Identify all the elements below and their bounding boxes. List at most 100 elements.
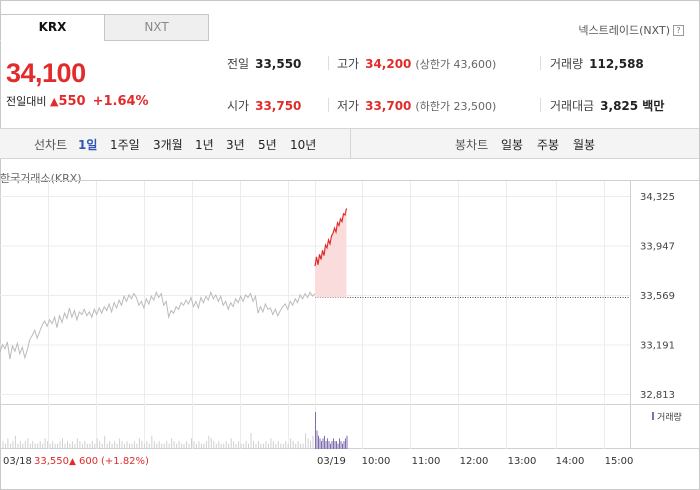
volume-bar: [277, 441, 279, 449]
volume-bar: [91, 441, 93, 449]
period-1d[interactable]: 1일: [78, 138, 98, 152]
volume-bar: [334, 441, 336, 449]
chart-toolbar: 선차트 1일 1주일 3개월 1년 3년 5년 10년 봉차트 일봉 주봉 월봉: [0, 128, 699, 159]
volume-bar: [302, 443, 304, 449]
volume-bar: [260, 443, 262, 449]
volume-bar: [213, 441, 215, 449]
volume-bar: [106, 443, 108, 449]
price-change: 전일대비 ▲550 +1.64%: [6, 93, 149, 109]
volume-bar: [333, 438, 334, 449]
nxt-link-label: 넥스트레이드(NXT): [578, 24, 670, 37]
volume-bar: [44, 438, 46, 449]
volume-bar: [287, 443, 289, 449]
volume-bar: [340, 441, 342, 449]
volume-bar: [14, 435, 16, 449]
volume-bar: [136, 443, 138, 449]
stat-open: 시가 33,750: [227, 97, 301, 114]
volume-bar: [230, 438, 232, 449]
stat-label: 시가: [227, 99, 250, 113]
volume-bar: [37, 443, 39, 449]
volume-bar: [210, 438, 212, 449]
y-tick-label: 33,191: [640, 341, 675, 352]
volume-bar: [84, 441, 86, 449]
volume-bar: [121, 441, 123, 449]
toolbar-divider: [350, 129, 351, 158]
volume-bar: [0, 443, 1, 449]
volume-bar: [143, 443, 145, 449]
stat-label: 전일: [227, 57, 250, 71]
tab-krx[interactable]: KRX: [0, 14, 105, 41]
volume-bar: [176, 443, 178, 449]
line-chart-label: 선차트: [34, 138, 68, 152]
divider: [328, 98, 329, 112]
prev-day-price-line: [0, 290, 316, 360]
volume-bar: [19, 441, 21, 449]
volume-bar: [198, 441, 200, 449]
volume-bar: [119, 438, 121, 449]
period-10y[interactable]: 10년: [290, 138, 317, 152]
current-price: 34,100: [6, 58, 86, 88]
volume-bar: [62, 438, 63, 449]
tab-nxt[interactable]: NXT: [104, 14, 209, 41]
volume-bar: [131, 443, 133, 449]
help-icon[interactable]: ?: [673, 25, 684, 36]
volume-bar: [178, 441, 180, 449]
volume-bar: [12, 441, 14, 449]
volume-bar: [330, 443, 331, 449]
x-tick-label: 13:00: [508, 456, 537, 467]
stat-upper-limit: (상한가 43,600): [415, 58, 497, 71]
volume-bar: [57, 443, 58, 449]
volume-bar: [265, 441, 267, 449]
stat-label: 저가: [337, 99, 360, 113]
period-5y[interactable]: 5년: [258, 138, 277, 152]
volume-bar: [17, 443, 19, 449]
period-3m[interactable]: 3개월: [153, 138, 183, 152]
volume-bar: [325, 441, 327, 449]
candle-monthly[interactable]: 월봉: [573, 138, 596, 152]
stat-low: 저가 33,700 (하한가 23,500): [337, 97, 496, 114]
y-tick-label: 33,569: [640, 291, 675, 302]
volume-bar: [275, 443, 277, 449]
volume-bar: [146, 441, 148, 449]
volume-bar: [186, 441, 187, 449]
period-3y[interactable]: 3년: [226, 138, 245, 152]
x-tick-label: 11:00: [412, 456, 441, 467]
volume-bar: [238, 441, 240, 449]
volume-bar: [218, 441, 220, 449]
volume-bar: [235, 443, 237, 449]
volume-bar: [220, 443, 222, 449]
volume-bar: [297, 441, 299, 449]
volume-bar: [255, 443, 257, 449]
volume-bar: [9, 443, 11, 449]
volume-bar: [208, 435, 210, 449]
x-tick-label: 14:00: [556, 456, 585, 467]
volume-bar: [173, 441, 175, 449]
volume-bar: [94, 443, 96, 449]
candle-weekly[interactable]: 주봉: [537, 138, 560, 152]
candle-daily[interactable]: 일봉: [501, 138, 524, 152]
prev-change-label: 600: [79, 456, 98, 467]
volume-bar: [228, 443, 230, 449]
volume-bar: [223, 443, 225, 449]
divider: [540, 98, 541, 112]
volume-bar: [74, 443, 76, 449]
volume-bar: [79, 441, 81, 449]
volume-bar: [343, 441, 345, 449]
stat-high: 고가 34,200 (상한가 43,600): [337, 55, 496, 72]
volume-bar: [322, 438, 324, 449]
volume-bar: [27, 438, 29, 449]
period-1w[interactable]: 1주일: [110, 138, 140, 152]
nxt-link[interactable]: 넥스트레이드(NXT)?: [578, 22, 684, 38]
volume-bar: [151, 435, 153, 449]
volume-bar: [285, 441, 287, 449]
today-price-area: [315, 208, 347, 298]
chart-source: 한국거래소(KRX): [0, 172, 82, 185]
volume-bar: [148, 443, 150, 449]
volume-bar: [342, 443, 343, 449]
volume-bar: [24, 441, 26, 449]
period-1y[interactable]: 1년: [195, 138, 214, 152]
volume-bar: [171, 438, 173, 449]
volume-bar: [250, 433, 252, 449]
y-tick-label: 32,813: [640, 390, 675, 401]
